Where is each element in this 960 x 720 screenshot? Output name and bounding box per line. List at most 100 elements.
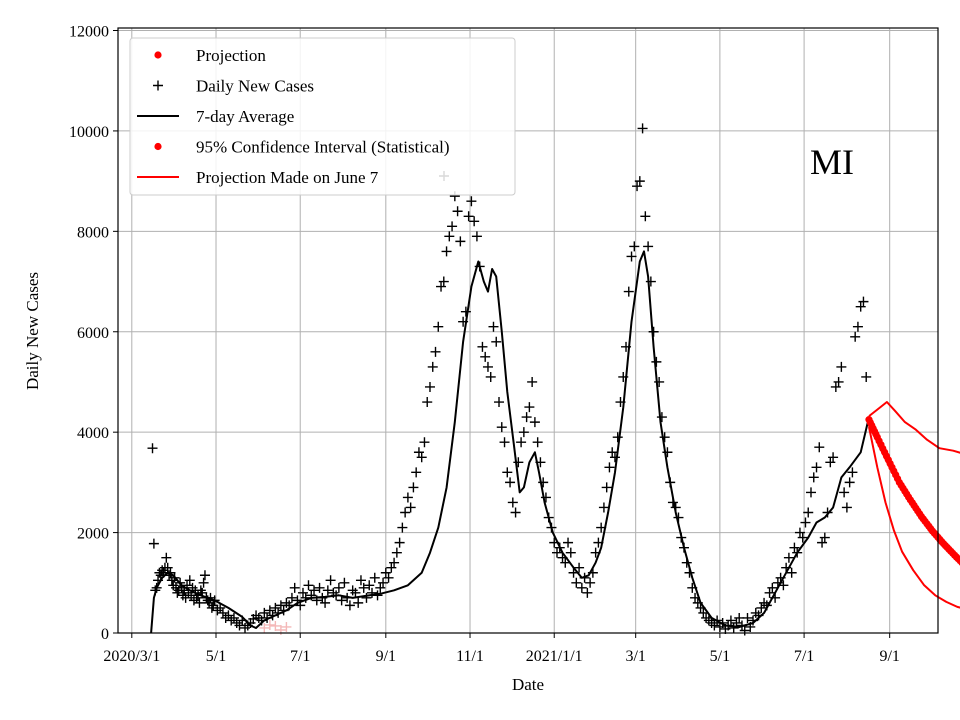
daily-case-marker [789,542,800,553]
legend-label: 7-day Average [196,107,294,126]
daily-case-marker [632,181,643,192]
daily-case-marker [367,587,378,598]
daily-case-marker [783,552,794,563]
daily-case-marker [361,592,372,603]
daily-case-marker [516,437,527,448]
daily-case-marker [626,251,637,262]
daily-case-marker [402,492,413,503]
projection-june7-line [868,401,960,454]
x-tick-label: 9/1 [376,648,396,665]
daily-case-marker [199,570,210,581]
legend-label: Projection Made on June 7 [196,168,379,187]
daily-case-marker [488,321,499,332]
daily-case-marker [226,615,237,626]
daily-case-marker [375,582,386,593]
daily-case-marker [659,432,670,443]
daily-case-marker [571,577,582,588]
x-tick-label: 5/1 [710,648,730,665]
daily-case-marker [217,607,228,618]
daily-case-marker [430,346,441,357]
x-tick-label: 9/1 [879,648,899,665]
daily-case-marker [264,605,275,616]
daily-case-marker [651,356,662,367]
y-tick-label: 4000 [77,425,109,442]
daily-case-marker [582,587,593,598]
daily-case-marker [424,381,435,392]
daily-case-marker [469,216,480,227]
daily-case-marker [480,351,491,362]
daily-case-marker [604,462,615,473]
x-tick-label: 7/1 [794,648,814,665]
daily-case-marker [289,582,300,593]
legend-box [129,37,516,196]
daily-case-marker [358,582,369,593]
x-tick-label: 7/1 [290,648,310,665]
daily-case-marker [204,597,215,608]
y-tick-label: 2000 [77,526,109,543]
legend-dot-marker [154,142,162,151]
daily-case-marker [540,492,551,503]
daily-case-marker [355,575,366,586]
daily-case-marker [303,580,314,591]
daily-case-marker [433,321,444,332]
plot-frame [117,27,939,634]
daily-case-marker [466,196,477,207]
daily-case-marker [228,612,239,623]
daily-case-marker [369,572,380,583]
daily-case-marker [855,301,866,312]
daily-case-marker [444,231,455,242]
daily-case-marker [764,587,775,598]
daily-case-marker [521,412,532,423]
legend-plus-marker [153,80,163,91]
daily-case-marker [405,502,416,513]
daily-case-marker [309,585,320,596]
daily-case-marker [565,547,576,558]
legend-dot-marker [154,51,162,59]
daily-case-marker [532,437,543,448]
daily-case-marker [607,447,618,458]
daily-case-marker [861,371,872,382]
projection-faint-marker [264,619,275,630]
daily-case-marker [477,341,488,352]
daily-case-marker [800,517,811,528]
daily-case-marker [438,276,449,287]
daily-case-marker [510,507,521,518]
daily-case-marker [336,595,347,606]
daily-case-marker [391,547,402,558]
ci-lower-line [868,426,960,609]
daily-case-marker [389,557,400,568]
daily-case-marker [397,522,408,533]
seven-day-average-line [150,250,870,634]
daily-case-marker [808,472,819,483]
daily-case-marker [844,477,855,488]
daily-case-marker [286,592,297,603]
x-tick-label: 2020/3/1 [103,648,160,665]
daily-case-marker [184,575,195,586]
daily-case-marker [529,417,540,428]
daily-case-marker [563,537,574,548]
y-tick-label: 6000 [77,325,109,342]
daily-case-marker [314,582,325,593]
daily-case-marker [333,582,344,593]
daily-case-marker [394,537,405,548]
daily-case-marker [585,577,596,588]
daily-case-marker [634,176,645,187]
daily-case-marker [814,442,825,453]
y-tick-label: 12000 [69,24,109,41]
daily-case-marker [643,241,654,252]
daily-case-marker [819,532,830,543]
daily-case-marker [830,381,841,392]
daily-case-marker [386,562,397,573]
daily-case-marker [380,567,391,578]
daily-case-marker [422,397,433,408]
daily-case-marker [623,286,634,297]
state-annotation: MI [810,142,854,182]
x-tick-label: 2021/1/1 [526,648,583,665]
daily-case-marker [612,432,623,443]
y-axis-label: Daily New Cases [23,272,42,390]
x-tick-label: 11/1 [456,648,484,665]
daily-case-marker [505,477,516,488]
daily-case-marker [817,537,828,548]
daily-case-marker [147,443,158,454]
x-axis-label: Date [512,675,544,694]
